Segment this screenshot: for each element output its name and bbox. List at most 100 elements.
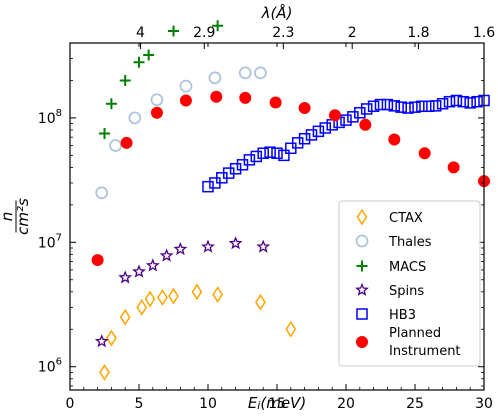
series-thales [95, 66, 267, 200]
top-tick-label: 2 [348, 25, 357, 41]
data-point [416, 100, 428, 113]
data-point [457, 95, 470, 108]
series-ctax [99, 283, 297, 381]
data-point [99, 127, 110, 139]
legend-marker [355, 234, 369, 248]
data-point [150, 93, 164, 107]
top-tick-label: 4 [136, 25, 145, 41]
data-point [128, 111, 142, 125]
data-point [305, 129, 318, 141]
data-point [157, 289, 168, 306]
data-point [278, 149, 290, 162]
x-tick-label: 15 [268, 396, 286, 412]
x-tick-label: 0 [66, 396, 75, 412]
data-point [395, 101, 407, 113]
data-point [119, 74, 131, 86]
data-point [402, 102, 414, 114]
legend-label: HB3 [389, 308, 416, 323]
data-point [168, 287, 179, 305]
data-point [208, 71, 222, 85]
data-point [360, 103, 373, 115]
data-point [212, 286, 224, 303]
top-tick-label: 1.6 [473, 25, 495, 41]
data-point [144, 290, 156, 308]
data-point [436, 97, 449, 110]
data-point [159, 248, 174, 262]
series-spins [94, 236, 271, 348]
data-point [133, 56, 145, 68]
series-hb3 [202, 94, 490, 193]
x-tick-label: 25 [406, 396, 424, 412]
data-point [238, 66, 252, 80]
axes: 0 5 10 15 20 25 30 106 107 108 4 2.9 2.3 2 1.8 1.6 λ(Å) E… [0, 3, 495, 412]
legend-marker [356, 336, 368, 348]
data-point [298, 132, 311, 145]
data-point [340, 114, 352, 126]
data-point [254, 66, 267, 80]
data-point [447, 161, 460, 174]
data-point [291, 137, 304, 149]
data-point [99, 364, 110, 381]
data-point [243, 154, 256, 166]
data-point [359, 118, 372, 131]
data-point [255, 293, 266, 311]
top-tick-label: 1.8 [407, 25, 429, 41]
legend-entry: Spins [355, 282, 424, 299]
legend-marker [356, 260, 368, 272]
data-point [229, 163, 242, 175]
data-point [106, 329, 117, 347]
data-point [210, 90, 223, 103]
legend-entry: Planned Instrument [356, 326, 461, 359]
legend-box [338, 200, 481, 367]
data-point [354, 107, 366, 119]
data-point [367, 100, 380, 113]
data-point [228, 236, 243, 250]
data-point [179, 79, 193, 93]
y-tick-label: 106 [38, 357, 62, 376]
data-point [319, 122, 332, 134]
data-point [173, 241, 188, 256]
data-point [381, 98, 394, 111]
legend-label: Thales [388, 235, 432, 250]
data-point [250, 150, 263, 163]
data-point [94, 334, 109, 348]
data-marks [91, 20, 490, 381]
data-point [145, 258, 160, 272]
y-axis-label: ncm²s [0, 198, 32, 235]
legend-entry: HB3 [356, 308, 416, 323]
data-point [423, 100, 435, 113]
x-axis-label: Ei(meV) [248, 394, 306, 412]
data-point [105, 98, 117, 110]
x-tick-label: 10 [199, 396, 217, 412]
data-point [132, 264, 146, 278]
series-planned-instrument [91, 90, 490, 267]
data-point [118, 270, 133, 284]
legend-marker [356, 208, 368, 226]
legend-entry: Thales [355, 234, 432, 250]
x-tick-label: 30 [475, 396, 493, 412]
y-axis-label-denominator: cm²s [14, 198, 32, 235]
x-tick-label: 20 [337, 396, 355, 412]
data-point [269, 96, 282, 109]
legend-entry: CTAX [356, 208, 423, 226]
legend-marker [356, 308, 368, 320]
data-point [109, 139, 122, 152]
data-point [464, 97, 476, 109]
legend-marker [355, 282, 369, 296]
data-point [143, 49, 155, 61]
data-point [264, 146, 276, 158]
data-point [429, 100, 442, 112]
legend-label: MACS [389, 260, 426, 275]
y-tick-label: 107 [38, 232, 62, 251]
data-point [374, 98, 387, 111]
legend-label-line2: Instrument [389, 344, 461, 359]
data-point [443, 95, 456, 108]
legend: CTAX Thales MACS Spins HB3 Planned Instrument [338, 200, 481, 367]
data-point [298, 102, 311, 115]
data-point [347, 111, 359, 123]
data-point [257, 147, 269, 159]
series-macs [99, 20, 224, 139]
data-point [91, 254, 104, 267]
x-tick-label: 5 [135, 396, 144, 412]
